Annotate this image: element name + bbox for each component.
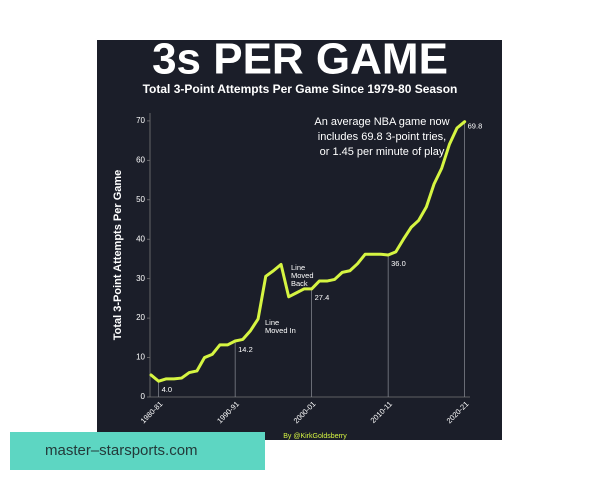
y-tick-label: 10 xyxy=(136,353,145,362)
value-label: 27.4 xyxy=(315,293,330,302)
chart-title: 3s PER GAME xyxy=(152,35,448,84)
value-label: 69.8 xyxy=(468,122,483,131)
annotation: Moved xyxy=(291,271,314,280)
annotation: Line xyxy=(265,318,279,327)
y-tick-label: 30 xyxy=(136,274,145,283)
watermark: master–starsports.com xyxy=(45,442,198,459)
y-tick-label: 60 xyxy=(136,155,145,164)
credit: By @KirkGoldsberry xyxy=(283,433,347,440)
annotation: or 1.45 per minute of play xyxy=(320,146,445,158)
chart-panel xyxy=(97,40,502,440)
value-label: 4.0 xyxy=(162,385,172,394)
value-label: 36.0 xyxy=(391,259,406,268)
y-tick-label: 20 xyxy=(136,313,145,322)
annotation: Moved In xyxy=(265,326,296,335)
y-tick-label: 40 xyxy=(136,234,145,243)
watermark-banner xyxy=(10,432,265,470)
annotation: includes 69.8 3-point tries, xyxy=(318,131,446,143)
line xyxy=(149,120,467,383)
annotation: Line xyxy=(291,263,305,272)
value-label: 14.2 xyxy=(238,345,253,354)
annotation: Back xyxy=(291,279,308,288)
chart-subtitle: Total 3-Point Attempts Per Game Since 19… xyxy=(143,82,458,96)
y-axis-label: Total 3-Point Attempts Per Game xyxy=(112,170,124,341)
annotation: An average NBA game now xyxy=(314,116,449,128)
y-tick-label: 70 xyxy=(136,116,145,125)
y-tick-label: 50 xyxy=(136,195,145,204)
y-tick-label: 0 xyxy=(141,392,146,401)
